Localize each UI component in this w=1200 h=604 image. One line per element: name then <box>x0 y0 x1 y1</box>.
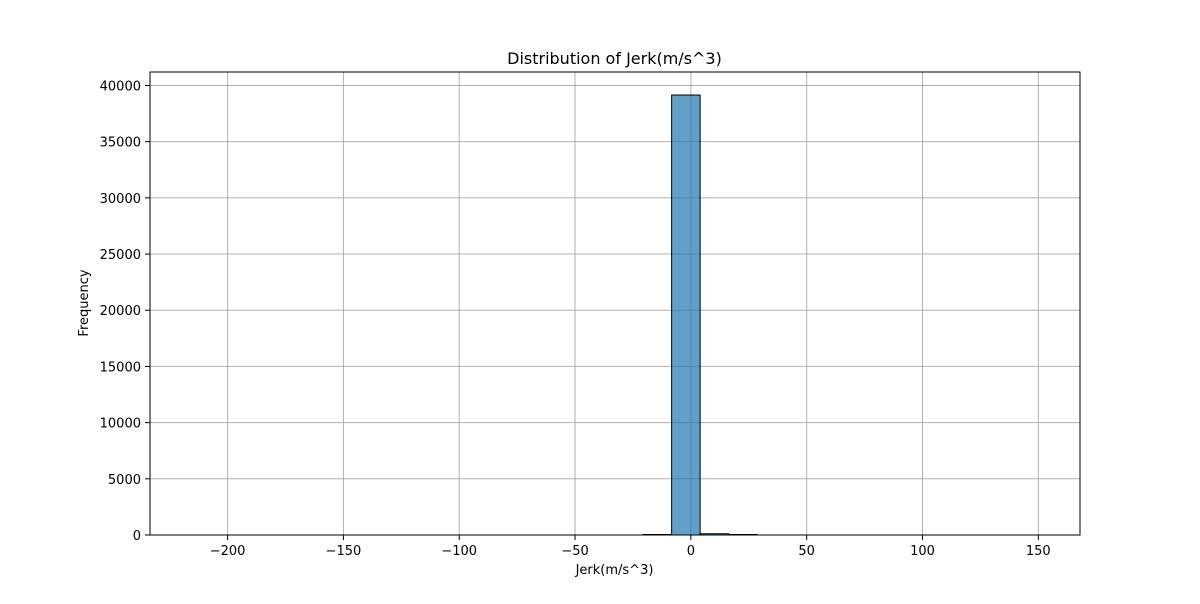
y-tick-label: 35000 <box>100 136 141 151</box>
histogram-bar <box>671 94 701 536</box>
y-tick-label: 40000 <box>100 79 141 94</box>
x-tick-label: 150 <box>1026 544 1051 559</box>
y-tick-label: 5000 <box>108 473 141 488</box>
y-tick-label: 20000 <box>100 304 141 319</box>
y-tick-label: 15000 <box>100 360 141 375</box>
x-tick-label: −150 <box>326 544 362 559</box>
x-tick-label: −200 <box>210 544 246 559</box>
y-tick-label: 10000 <box>100 417 141 432</box>
x-tick-label: 50 <box>798 544 815 559</box>
y-tick-label: 30000 <box>100 192 141 207</box>
y-tick-label: 0 <box>133 529 141 544</box>
plot-frame <box>149 71 1081 536</box>
y-tick-label: 25000 <box>100 248 141 263</box>
y-axis-ticks: 0 5000 10000 15000 20000 25000 30000 35000 40000 <box>100 79 150 544</box>
y-axis-label: Frequency <box>77 269 92 336</box>
x-axis-label: Jerk(m/s^3) <box>575 563 654 578</box>
x-tick-label: −100 <box>441 544 477 559</box>
x-tick-label: −50 <box>561 544 588 559</box>
x-tick-label: 0 <box>687 544 695 559</box>
x-tick-label: 100 <box>910 544 935 559</box>
chart-title: Distribution of Jerk(m/s^3) <box>507 49 722 68</box>
x-axis-ticks: −200 −150 −100 −50 0 50 100 150 <box>210 535 1051 559</box>
grid-lines <box>150 72 1080 536</box>
